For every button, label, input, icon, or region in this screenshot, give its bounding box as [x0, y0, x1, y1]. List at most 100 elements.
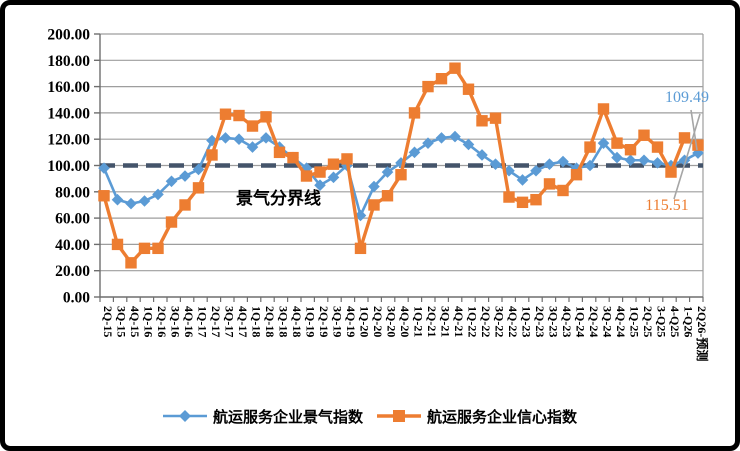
data-point-square — [395, 169, 407, 181]
x-axis-tick-label: 2Q-20 — [371, 306, 385, 337]
y-axis-tick-label: 180.00 — [47, 53, 90, 70]
x-axis-tick-label: 4Q-16 — [182, 306, 196, 337]
data-point-square — [368, 199, 380, 211]
x-axis-tick-label: 1Q-25 — [628, 306, 642, 337]
x-axis-tick-label: 1-Q26 — [682, 306, 696, 337]
x-axis-tick-label: 3-Q25 — [655, 306, 669, 337]
data-point-diamond — [408, 146, 421, 159]
data-point-diamond — [557, 155, 569, 168]
data-point-diamond — [665, 159, 677, 172]
y-axis-tick-label: 80.00 — [55, 184, 90, 201]
data-point-diamond — [165, 175, 178, 188]
data-point-square — [530, 193, 542, 206]
x-axis-tick-label: 2Q-15 — [101, 306, 115, 337]
chart-legend: 航运服务企业景气指数 航运服务企业信心指数 — [0, 401, 740, 431]
prosperity-divider-label: 景气分界线 — [236, 188, 321, 209]
data-point-diamond — [179, 170, 191, 182]
data-point-diamond — [111, 193, 124, 206]
x-axis-tick-label: 1Q-16 — [142, 306, 156, 337]
y-axis-tick-label: 40.00 — [55, 237, 90, 254]
annotation-value-label: 115.51 — [645, 197, 688, 214]
data-point-diamond — [584, 159, 596, 172]
data-point-square — [341, 153, 353, 165]
x-axis-tick-label: 2Q-18 — [263, 306, 277, 337]
data-point-diamond — [503, 164, 515, 177]
x-axis-tick-label: 3Q-16 — [169, 306, 183, 337]
x-axis-tick-label: 3Q-22 — [493, 306, 507, 337]
data-point-square — [273, 146, 286, 159]
x-axis-tick-label: 4Q-22 — [506, 306, 520, 337]
data-point-diamond — [597, 137, 610, 149]
x-axis-tick-label: 3Q-17 — [223, 306, 237, 337]
x-axis-tick-label: 3Q-23 — [547, 306, 561, 337]
data-point-square — [165, 216, 178, 228]
annotation-leader-line — [673, 113, 701, 200]
data-point-square — [557, 184, 569, 197]
diamond-marker-icon — [162, 410, 207, 422]
data-point-diamond — [368, 180, 380, 193]
data-point-diamond — [381, 166, 394, 178]
data-point-square — [192, 182, 205, 194]
legend-item-confidence-index: 航运服务企业信心指数 — [377, 406, 577, 427]
data-point-square — [206, 149, 218, 161]
data-point-diamond — [125, 197, 137, 210]
annotation-value-label: 109.49 — [665, 89, 709, 106]
data-point-square — [219, 108, 232, 120]
data-point-square — [624, 144, 637, 156]
data-point-diamond — [543, 158, 556, 170]
data-point-square — [354, 242, 367, 255]
data-point-square — [665, 166, 677, 178]
data-point-square — [489, 112, 502, 124]
data-point-square — [462, 83, 475, 95]
data-point-square — [246, 120, 259, 132]
x-axis-tick-label: 1Q-21 — [412, 306, 426, 337]
y-axis-tick-label: 200.00 — [47, 27, 90, 44]
x-axis-tick-label: 4Q-17 — [236, 306, 250, 337]
data-point-diamond — [651, 157, 664, 169]
legend-label-prosperity-index: 航运服务企业景气指数 — [212, 407, 363, 426]
x-axis-tick-label: 2Q-24 — [587, 306, 601, 337]
data-point-square — [516, 196, 529, 209]
y-axis-tick-label: 20.00 — [55, 263, 90, 280]
data-point-square — [233, 109, 245, 122]
square-marker-icon — [377, 410, 421, 422]
data-point-diamond — [192, 163, 205, 176]
x-axis-tick-label: 4Q-19 — [344, 306, 358, 337]
x-axis-tick-label: 3Q-18 — [277, 306, 291, 337]
data-point-diamond — [435, 132, 448, 144]
data-point-diamond — [246, 141, 259, 153]
data-point-square — [381, 190, 394, 202]
x-axis-tick-label: 1Q-23 — [520, 306, 534, 337]
data-point-diamond — [219, 132, 232, 144]
y-axis-tick-label: 0.00 — [63, 290, 90, 307]
data-point-square — [179, 199, 191, 211]
data-point-diamond — [570, 162, 583, 174]
x-axis-tick-label: 4-Q25 — [668, 306, 682, 337]
data-point-diamond — [314, 179, 326, 192]
data-point-square — [476, 115, 488, 127]
legend-label-confidence-index: 航运服务企业信心指数 — [427, 407, 578, 426]
data-point-square — [597, 103, 610, 115]
y-axis-tick-label: 60.00 — [55, 211, 90, 228]
x-axis-tick-label: 3Q-21 — [439, 306, 453, 337]
x-axis-tick-label: 2Q26-预测 — [695, 306, 710, 361]
data-point-square — [638, 129, 650, 141]
data-point-square — [435, 73, 448, 85]
data-point-square — [327, 158, 340, 170]
x-axis-tick-label: 4Q-15 — [128, 306, 142, 337]
data-point-square — [449, 62, 461, 74]
data-point-square — [503, 191, 515, 203]
data-point-diamond — [422, 137, 434, 149]
x-axis-tick-label: 4Q-24 — [614, 306, 628, 337]
data-point-square — [422, 80, 434, 93]
data-point-square — [611, 137, 623, 149]
x-axis-tick-label: 1Q-17 — [196, 306, 210, 337]
x-axis-tick-label: 1Q-24 — [574, 306, 588, 337]
x-axis-tick-label: 3Q-19 — [331, 306, 345, 337]
x-axis-tick-label: 2Q-17 — [209, 306, 223, 337]
data-point-diamond — [489, 158, 502, 170]
data-point-square — [543, 178, 556, 190]
data-point-diamond — [516, 174, 529, 186]
data-point-square — [125, 257, 137, 269]
